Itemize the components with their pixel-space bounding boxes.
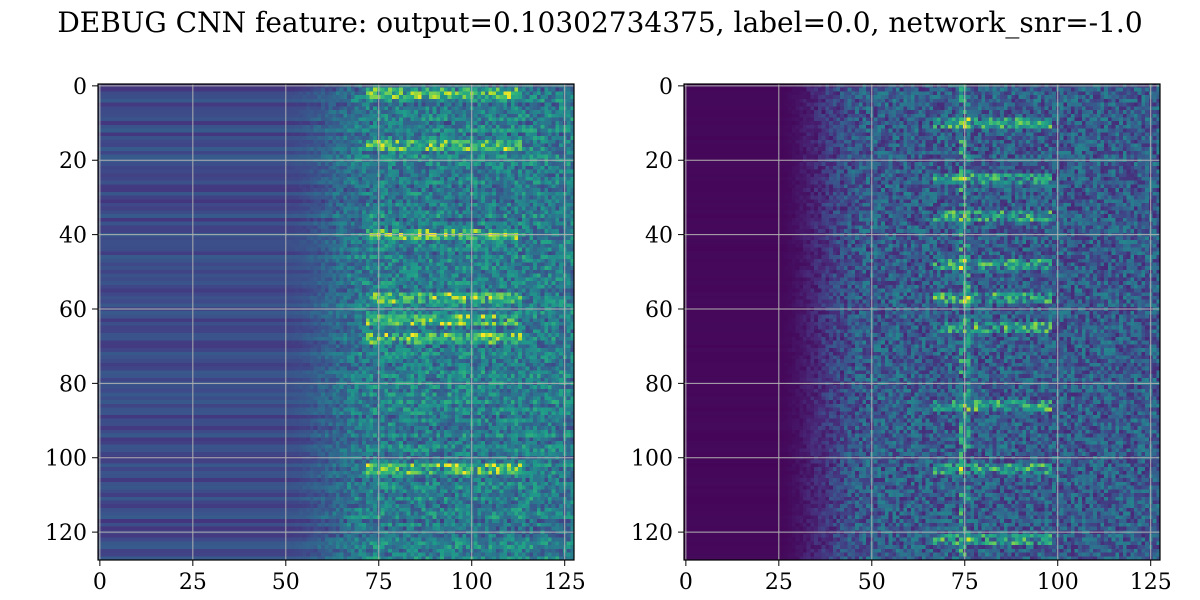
- left-x-tick-label: 100: [451, 570, 493, 595]
- left-x-tick-label: 125: [544, 570, 586, 595]
- right-y-tick-label: 120: [631, 521, 673, 546]
- left-y-tick-label: 60: [59, 298, 87, 323]
- right-x-tick-label: 75: [951, 570, 979, 595]
- right-x-tick-label: 50: [858, 570, 886, 595]
- right-y-tick-label: 40: [645, 224, 673, 249]
- left-y-tick-label: 80: [59, 372, 87, 397]
- right-y-tick-label: 60: [645, 298, 673, 323]
- right-x-tick-label: 100: [1037, 570, 1079, 595]
- right-x-tick-label: 125: [1130, 570, 1172, 595]
- heatmap-image-left: [98, 84, 574, 560]
- heatmap-image-right: [684, 84, 1160, 560]
- right-axes-frame: [683, 83, 1161, 561]
- left-x-tick-label: 75: [365, 570, 393, 595]
- left-x-tick-label: 0: [93, 570, 107, 595]
- right-y-tick-label: 80: [645, 372, 673, 397]
- right-x-tick-label: 0: [679, 570, 693, 595]
- left-y-tick-label: 20: [59, 149, 87, 174]
- left-x-tick-label: 50: [272, 570, 300, 595]
- heatmap-panel-right: 0 25 50 75 100 125 0 20 40 60 80 100 120: [631, 75, 1172, 595]
- right-y-tick-label: 100: [631, 447, 673, 472]
- left-y-tick-label: 100: [45, 447, 87, 472]
- heatmap-axes-left: 0 25 50 75 100 125 0 20 40 60 80 100 120: [45, 75, 586, 595]
- left-y-tick-label: 0: [73, 75, 87, 100]
- left-y-tick-label: 120: [45, 521, 87, 546]
- left-x-tick-label: 25: [179, 570, 207, 595]
- left-axes-frame: [97, 83, 575, 561]
- right-y-tick-label: 20: [645, 149, 673, 174]
- left-y-tick-label: 40: [59, 224, 87, 249]
- right-x-tick-label: 25: [765, 570, 793, 595]
- figure-title: DEBUG CNN feature: output=0.10302734375,…: [57, 6, 1143, 39]
- heatmap-axes-right: 0 25 50 75 100 125 0 20 40 60 80 100 120: [631, 75, 1172, 595]
- right-y-tick-label: 0: [659, 75, 673, 100]
- heatmap-panel-left: 0 25 50 75 100 125 0 20 40 60 80 100 120: [45, 75, 586, 595]
